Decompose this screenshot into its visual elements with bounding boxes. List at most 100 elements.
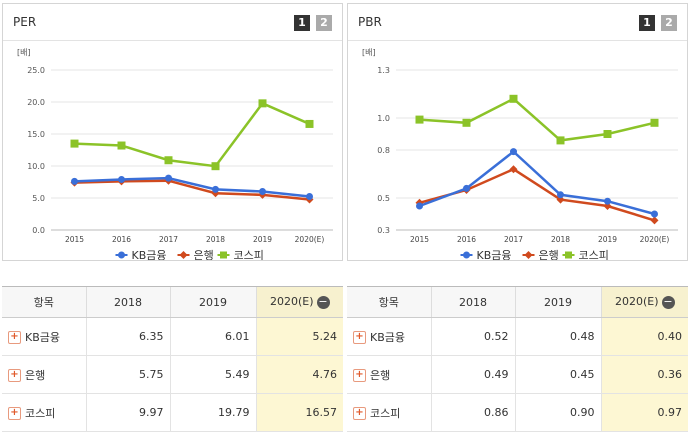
table-cell: 9.97 (85, 393, 170, 432)
page-2-button[interactable]: 2 (661, 15, 677, 31)
table-cell: 4.76 (255, 355, 343, 394)
legend-label: 은행 (539, 249, 559, 260)
data-point (603, 130, 612, 138)
column-header: 항목 (2, 286, 86, 318)
pbr-chart-box: PBR 1 2 [배] 0.3 0.5 0.8 1.0 1.3 2015 2016 2017 20… (347, 3, 688, 261)
series-line (419, 149, 655, 216)
legend-label: KB금융 (132, 249, 167, 260)
x-tick-label: 2018 (206, 235, 225, 244)
data-point (117, 141, 126, 150)
data-point (212, 185, 219, 193)
chart-title: PBR (358, 15, 382, 29)
data-point (71, 177, 78, 185)
legend-label: 코스피 (234, 249, 264, 260)
x-tick-label: 2020(E) (295, 235, 325, 244)
x-tick-label: 2015 (65, 235, 84, 244)
table-cell: 5.75 (85, 355, 170, 394)
data-point (509, 94, 518, 103)
per-chart-header: PER 1 2 (3, 4, 342, 41)
legend-label: KB금융 (477, 249, 512, 260)
row-label-text: KB금융 (25, 330, 60, 344)
minus-icon[interactable]: − (316, 294, 330, 309)
data-point (557, 191, 564, 199)
table-cell: 0.40 (600, 317, 688, 356)
column-header: 2018 (85, 286, 170, 318)
x-tick-label: 2015 (410, 235, 429, 244)
table-cell: 19.79 (169, 393, 256, 432)
row-label[interactable]: + 은행 (347, 355, 431, 394)
y-tick-label: 25.0 (27, 66, 45, 75)
plus-icon[interactable]: + (8, 331, 21, 344)
row-label[interactable]: + 코스피 (2, 393, 86, 432)
data-point (258, 99, 267, 108)
plus-icon[interactable]: + (8, 407, 21, 420)
table-cell: 5.24 (255, 317, 343, 356)
y-tick-label: 0.8 (377, 146, 390, 155)
table-cell: 16.57 (255, 393, 343, 432)
page-1-button[interactable]: 1 (639, 15, 655, 31)
per-table: 항목 2018 2019 2020(E) − + KB금융 6.35 6.01 5.… (2, 286, 343, 432)
legend-marker (179, 251, 188, 259)
table-header-row: 항목 2018 2019 2020(E) − (2, 286, 343, 318)
data-point (415, 115, 424, 124)
series-line (74, 179, 310, 201)
table-cell: 0.86 (430, 393, 515, 432)
column-header-collapsible[interactable]: 2020(E) − (255, 286, 343, 318)
column-header-label: 2020(E) (614, 295, 659, 309)
legend-marker (524, 251, 533, 259)
table-cell: 0.52 (430, 317, 515, 356)
data-point (556, 136, 565, 145)
plus-icon[interactable]: + (8, 369, 21, 382)
series-line (74, 101, 311, 168)
row-label[interactable]: + KB금융 (347, 317, 431, 356)
y-tick-label: 20.0 (27, 98, 45, 107)
legend-marker (565, 251, 572, 259)
legend-label: 은행 (194, 249, 214, 260)
data-point (306, 192, 313, 200)
data-point (509, 165, 518, 174)
legend-marker (118, 251, 125, 259)
minus-icon[interactable]: − (661, 294, 675, 309)
plus-icon[interactable]: + (353, 369, 366, 382)
x-tick-label: 2019 (253, 235, 272, 244)
y-tick-label: 0.3 (377, 226, 390, 235)
data-point (463, 184, 470, 192)
legend-marker (463, 251, 470, 259)
table-row: + 코스피 0.86 0.90 0.97 (347, 393, 688, 432)
page-1-button[interactable]: 1 (294, 15, 310, 31)
table-cell: 0.90 (514, 393, 601, 432)
table-cell: 0.49 (430, 355, 515, 394)
y-axis-unit: [배] (362, 48, 376, 57)
plus-icon[interactable]: + (353, 331, 366, 344)
data-point (416, 202, 423, 210)
table-header-row: 항목 2018 2019 2020(E) − (347, 286, 688, 318)
legend-label: 코스피 (579, 249, 609, 260)
data-point (165, 174, 172, 182)
data-point (650, 118, 659, 127)
row-label[interactable]: + 은행 (2, 355, 86, 394)
column-header: 2018 (430, 286, 515, 318)
table-row: + KB금융 6.35 6.01 5.24 (2, 317, 343, 356)
data-point (305, 119, 314, 128)
row-label-text: 은행 (370, 368, 391, 382)
table-row: + 은행 0.49 0.45 0.36 (347, 355, 688, 394)
plus-icon[interactable]: + (353, 407, 366, 420)
column-header-collapsible[interactable]: 2020(E) − (600, 286, 688, 318)
data-point (510, 148, 517, 156)
y-tick-label: 5.0 (32, 194, 45, 203)
page-2-button[interactable]: 2 (316, 15, 332, 31)
column-header: 2019 (169, 286, 256, 318)
data-point (604, 197, 611, 205)
row-label-text: 은행 (25, 368, 46, 382)
row-label-text: 코스피 (370, 406, 401, 420)
row-label-text: 코스피 (25, 406, 56, 420)
table-cell: 5.49 (169, 355, 256, 394)
legend-marker (220, 251, 227, 259)
row-label[interactable]: + KB금융 (2, 317, 86, 356)
x-tick-label: 2018 (551, 235, 570, 244)
x-tick-label: 2017 (159, 235, 178, 244)
table-cell: 6.01 (169, 317, 256, 356)
row-label[interactable]: + 코스피 (347, 393, 431, 432)
chart-title: PER (13, 15, 37, 29)
y-tick-label: 15.0 (27, 130, 45, 139)
